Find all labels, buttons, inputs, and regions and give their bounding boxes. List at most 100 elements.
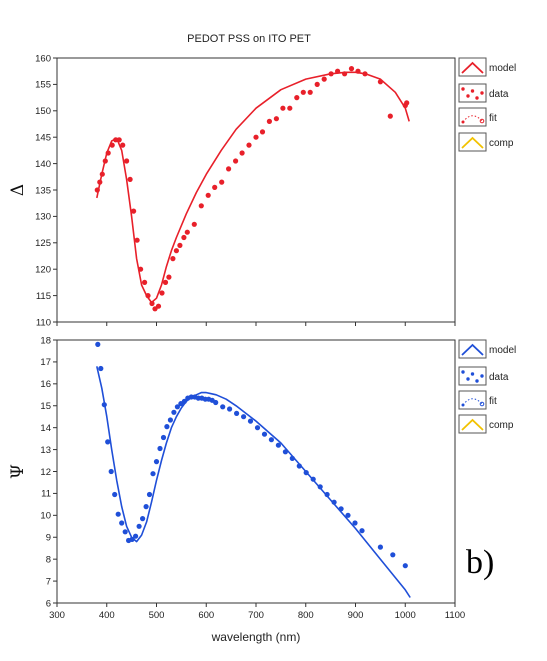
data-point [133,533,139,539]
x-tick-label: 400 [99,610,115,621]
legend-dot [475,379,479,383]
data-point [335,68,341,74]
legend-model: model [458,339,516,359]
data-point [352,520,358,526]
data-point [166,274,172,280]
data-point [124,158,130,164]
data-point [157,445,163,452]
data-point [171,409,177,415]
legend-fit-glyph [462,398,483,406]
data-point [116,137,122,143]
data-point [359,528,365,534]
y-tick-label: 160 [35,53,51,64]
data-point [181,234,187,241]
data-point [181,398,187,404]
data-point [314,81,320,87]
y-tick-label: 6 [46,598,51,609]
legend-model: model [458,57,516,77]
data-point [219,179,225,185]
legend-swatch [458,366,487,386]
y-tick-label: 155 [35,80,51,91]
data-point [328,71,334,77]
data-point [149,300,155,307]
data-point [377,544,383,550]
plot-frame [56,57,456,323]
legend-comp: comp [458,132,514,152]
legend-swatch [458,107,487,127]
panel-label: b) [466,544,494,581]
y-axis-label: Ψ [8,464,28,479]
data-point [226,166,232,172]
data-point [164,424,170,430]
data-point [303,470,309,476]
data-point [146,491,153,498]
legend-dot [470,372,475,376]
data-point [348,66,355,72]
data-point [119,520,125,526]
legend-line-glyph [461,343,484,356]
legend-fit: fit [458,107,497,127]
data-point [261,431,268,437]
data-point [136,523,142,529]
model-line [96,71,410,304]
data-point [266,118,272,124]
data-point [233,158,239,164]
legend-swatch [458,339,487,359]
data-point [153,459,160,465]
data-point [331,499,337,505]
data-point [259,129,266,135]
legend-dot [461,370,465,374]
data-point [140,516,146,522]
data-point [177,242,183,248]
data-point [253,134,259,140]
data-point [142,279,148,285]
legend-line-glyph [461,61,484,74]
y-tick-label: 115 [36,291,51,302]
legend-label: comp [489,138,514,149]
y-tick-label: 10 [40,511,51,522]
y-tick-label: 11 [41,489,51,500]
y-tick-label: 12 [40,467,51,478]
data-point [115,511,121,517]
legend-dot [480,374,484,378]
x-axis-label: wavelength (nm) [211,630,301,644]
data-point [170,256,176,262]
data-point [198,203,204,209]
data-point [134,237,140,243]
data-point [160,434,167,441]
x-tick-label: 500 [149,610,165,621]
y-axis-label: Δ [8,184,28,196]
data-point [342,71,348,77]
y-tick-label: 110 [36,317,51,328]
x-tick-label: 300 [49,610,65,621]
y-tick-label: 9 [46,533,51,544]
data-point [241,414,247,420]
data-point [112,491,118,498]
legend-dot [466,94,470,98]
legend-swatch [458,83,487,103]
data-point [362,71,368,77]
data-point [294,95,300,101]
legend-label: model [489,63,516,74]
y-tick-label: 120 [35,265,51,276]
data-point [355,68,361,74]
data-point [120,142,126,148]
legend-label: fit [489,113,497,124]
y-tick-label: 16 [40,379,51,390]
legend-dot [475,96,479,100]
x-tick-label: 1100 [445,610,465,621]
data-point [254,425,261,431]
data-point [159,290,165,296]
data-point [310,476,316,482]
data-point [97,179,103,185]
data-point [109,142,115,148]
data-point [345,512,351,518]
data-point [247,418,254,424]
data-point [108,468,114,475]
data-point [167,417,173,423]
data-point [105,439,111,445]
legend-dot [480,91,484,95]
data-point [162,279,169,285]
x-tick-label: 1000 [395,610,416,621]
data-point [98,365,104,372]
